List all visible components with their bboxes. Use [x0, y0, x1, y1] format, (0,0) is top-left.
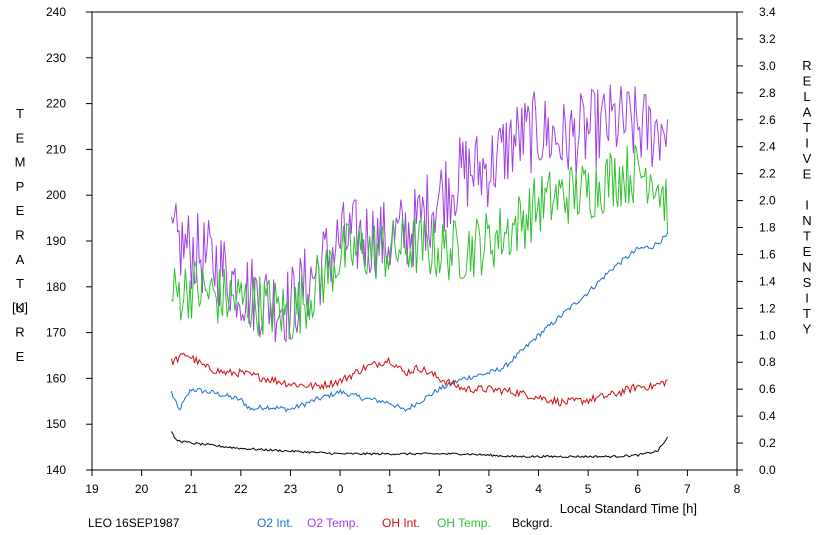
legend-item: OH Int.: [382, 516, 420, 530]
y-left-label-letter: E: [16, 130, 25, 145]
y-right-tick-label: 1.0: [759, 328, 776, 342]
y-right-label-letter: I: [805, 291, 809, 306]
legend-item: O2 Temp.: [307, 516, 359, 530]
y-right-tick-label: 2.6: [759, 113, 776, 127]
plot-frame: [91, 11, 738, 471]
y-right-tick-label: 2.2: [759, 167, 776, 181]
y-left-tick-label: 160: [46, 371, 66, 385]
y-left-label-letter: R: [15, 325, 24, 340]
x-tick-label: 4: [535, 482, 542, 496]
y-left-label-letter: A: [16, 252, 25, 267]
x-tick-label: 6: [634, 482, 641, 496]
y-axis-left-unit: [K]: [12, 300, 28, 315]
y-right-tick-label: 0.4: [759, 409, 776, 423]
x-tick-label: 2: [436, 482, 443, 496]
y-left-label-letter: E: [16, 349, 25, 364]
y-left-tick-label: 210: [46, 142, 66, 156]
footer-label: LEO 16SEP1987: [88, 516, 180, 530]
y-axis-right: 0.0 0.2 0.4 0.6 0.8 1.0 1.2 1.4 1.6 1.8 2.0 2.2 2.4 2…: [737, 5, 776, 477]
legend-item: Bckgrd.: [512, 516, 553, 530]
legend-item: OH Temp.: [437, 516, 491, 530]
x-tick-label: 8: [734, 482, 741, 496]
y-right-tick-label: 1.2: [759, 301, 776, 315]
y-right-tick-label: 1.8: [759, 221, 776, 235]
y-left-label-letter: E: [16, 203, 25, 218]
series-line-2: [170, 352, 668, 407]
series-line-3: [171, 144, 668, 340]
y-left-tick-label: 150: [46, 417, 66, 431]
x-tick-label: 5: [585, 482, 592, 496]
x-axis: 19 20 21 22 23 0 1 2 3 4 5 6 7 8: [85, 470, 741, 496]
y-right-tick-label: 2.0: [759, 194, 776, 208]
y-right-tick-label: 3.2: [759, 32, 776, 46]
y-left-label-letter: R: [15, 228, 24, 243]
y-right-label-letter: E: [803, 244, 812, 259]
y-right-tick-label: 2.8: [759, 86, 776, 100]
y-right-label-letter: E: [803, 167, 812, 182]
y-right-tick-label: 1.4: [759, 274, 776, 288]
x-axis-label: Local Standard Time [h]: [560, 501, 697, 516]
x-tick-label: 7: [684, 482, 691, 496]
y-left-tick-label: 220: [46, 97, 66, 111]
x-tick-label: 3: [486, 482, 493, 496]
y-right-tick-label: 0.2: [759, 436, 776, 450]
y-left-tick-label: 180: [46, 280, 66, 294]
y-right-label-letter: T: [803, 229, 811, 244]
y-left-tick-label: 230: [46, 51, 66, 65]
y-left-tick-label: 240: [46, 5, 66, 19]
y-right-tick-label: 3.0: [759, 59, 776, 73]
series-line-4: [170, 431, 668, 459]
x-tick-label: 21: [185, 482, 199, 496]
y-left-label-letter: P: [16, 179, 25, 194]
y-right-label-letter: Y: [803, 322, 812, 337]
x-tick-label: 19: [85, 482, 99, 496]
x-tick-label: 20: [135, 482, 149, 496]
y-left-label-letter: U: [15, 300, 24, 315]
legend-item: O2 Int.: [257, 516, 293, 530]
y-right-label-letter: N: [802, 260, 811, 275]
y-left-tick-label: 190: [46, 234, 66, 248]
y-right-tick-label: 0.6: [759, 382, 776, 396]
y-left-label-letter: T: [16, 276, 24, 291]
x-tick-label: 23: [284, 482, 298, 496]
y-right-label-letter: L: [803, 89, 810, 104]
y-right-label-letter: V: [803, 151, 812, 166]
y-right-label-letter: S: [803, 275, 812, 290]
y-right-label-letter: A: [803, 105, 812, 120]
y-right-label-letter: N: [802, 213, 811, 228]
y-left-tick-label: 200: [46, 188, 66, 202]
series-line-1: [170, 84, 668, 343]
x-tick-label: 22: [234, 482, 248, 496]
y-right-tick-label: 3.4: [759, 5, 776, 19]
y-right-tick-label: 2.4: [759, 140, 776, 154]
y-right-label-letter: E: [803, 74, 812, 89]
y-right-tick-label: 1.6: [759, 247, 776, 261]
legend: O2 Int. O2 Temp. OH Int. OH Temp. Bckgrd.: [257, 516, 553, 530]
y-right-label-letter: T: [803, 306, 811, 321]
y-left-label-letter: M: [15, 155, 26, 170]
x-tick-label: 1: [386, 482, 393, 496]
y-right-label-letter: I: [805, 198, 809, 213]
y-left-label-letter: T: [16, 106, 24, 121]
y-left-tick-label: 140: [46, 463, 66, 477]
y-left-tick-label: 170: [46, 326, 66, 340]
y-right-label-letter: T: [803, 120, 811, 135]
y-right-label-letter: R: [802, 58, 811, 73]
y-right-tick-label: 0.8: [759, 355, 776, 369]
series-lines: [170, 84, 668, 459]
series-line-0: [170, 232, 668, 413]
y-right-label-letter: I: [805, 136, 809, 151]
y-right-tick-label: 0.0: [759, 463, 776, 477]
y-axis-left: 140 150 160 170 180 190 200 210 220 230 240: [46, 5, 92, 477]
x-tick-label: 0: [337, 482, 344, 496]
